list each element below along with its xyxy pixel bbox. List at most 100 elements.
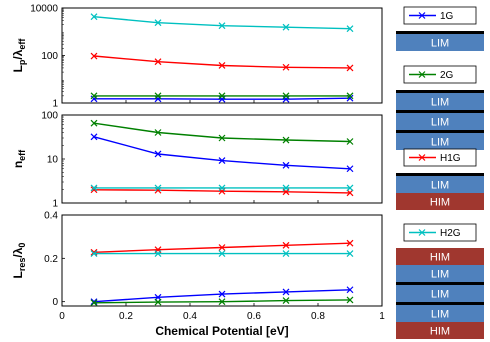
series-2G xyxy=(90,119,354,145)
y-axis-title: Lp/λeff xyxy=(11,38,27,73)
layer-LIM xyxy=(396,93,484,110)
legend-box xyxy=(403,65,477,84)
series-1G xyxy=(90,94,354,103)
data-point-2G xyxy=(154,298,162,306)
layer-label: HIM xyxy=(430,197,450,209)
layer-HIM xyxy=(396,248,484,265)
data-point-2G xyxy=(218,298,226,306)
layer-LIM xyxy=(396,34,484,51)
layer-label: LIM xyxy=(431,97,449,109)
graphene-sheet xyxy=(396,90,484,93)
x-tick-label: 0 xyxy=(59,311,65,322)
data-point-2G xyxy=(90,119,98,127)
data-point-1G xyxy=(154,150,162,158)
legend-box xyxy=(403,223,477,242)
data-point-2G xyxy=(282,92,290,100)
data-point-2G xyxy=(346,296,354,304)
series-1G xyxy=(90,133,354,173)
data-point-H2G xyxy=(218,250,226,257)
y-tick-label: 10000 xyxy=(30,4,58,15)
x-tick-label: 0.8 xyxy=(311,311,325,322)
plot-panel-top: 1 100 10000 Lp/λeff xyxy=(11,4,383,110)
layer-label: HIM xyxy=(430,326,450,338)
structures-area: 1G LIM 2G LIM LIM LIM H1G LIM HIM H2G HIM LIM LIM LIM… xyxy=(396,6,484,339)
y-tick-label: 1 xyxy=(52,99,58,110)
layer-HIM xyxy=(396,193,484,210)
y-tick-label: 100 xyxy=(41,51,58,62)
graphene-sheet xyxy=(396,110,484,113)
y-axis-title: Lres/λ0 xyxy=(11,243,27,279)
layer-label: LIM xyxy=(431,117,449,129)
series-H1G xyxy=(90,239,354,256)
data-point-H1G xyxy=(282,241,290,249)
data-point-H2G xyxy=(282,184,290,192)
data-point-H1G xyxy=(218,62,226,69)
plot-frame xyxy=(61,7,383,104)
data-point-2G xyxy=(346,92,354,100)
data-point-H2G xyxy=(282,250,290,257)
data-point-2G xyxy=(154,92,162,100)
layer-label: HIM xyxy=(430,252,450,264)
graphene-sheet xyxy=(396,282,484,285)
data-point-H2G xyxy=(90,13,98,21)
data-point-H2G xyxy=(154,19,162,27)
layer-LIM xyxy=(396,113,484,130)
layer-LIM xyxy=(396,305,484,322)
legend-box xyxy=(403,148,477,167)
data-point-1G xyxy=(282,288,290,296)
series-2G xyxy=(90,92,354,100)
data-point-1G xyxy=(90,133,98,141)
x-tick-label: 1 xyxy=(379,311,385,322)
data-point-1G xyxy=(90,95,98,103)
structure-1G: 1G LIM xyxy=(396,6,484,51)
data-point-H2G xyxy=(346,250,354,257)
data-point-1G xyxy=(346,165,354,173)
plot-panel-middle: 1 10 100 neff xyxy=(11,111,383,210)
data-point-H1G xyxy=(346,64,354,72)
x-tick-label: 0.6 xyxy=(247,311,261,322)
data-point-H2G xyxy=(90,184,98,192)
series-H2G xyxy=(90,184,354,192)
layer-label: LIM xyxy=(431,309,449,321)
layer-LIM xyxy=(396,265,484,282)
layer-label: LIM xyxy=(431,269,449,281)
y-tick-label: 0 xyxy=(52,297,58,308)
series-1G xyxy=(90,286,354,306)
data-point-1G xyxy=(154,95,162,103)
data-point-2G xyxy=(282,297,290,305)
legend-label: 1G xyxy=(440,11,454,22)
plot-frame xyxy=(61,214,383,307)
data-point-2G xyxy=(90,299,98,307)
x-tick-label: 0.2 xyxy=(119,311,133,322)
data-point-1G xyxy=(90,298,98,306)
x-axis-title: Chemical Potential [eV] xyxy=(155,324,288,338)
graphene-sheet xyxy=(396,302,484,305)
series-2G xyxy=(90,296,354,307)
data-point-H2G xyxy=(90,250,98,257)
y-tick-label: 0.2 xyxy=(44,254,58,265)
legend-label: H1G xyxy=(440,153,461,164)
y-tick-label: 0.4 xyxy=(44,211,58,222)
structure-2G: 2G LIM LIM LIM xyxy=(396,65,484,150)
data-point-H2G xyxy=(218,184,226,192)
legend-label: 2G xyxy=(440,70,454,81)
series-H2G xyxy=(90,13,354,33)
data-point-2G xyxy=(154,129,162,136)
data-point-1G xyxy=(218,290,226,298)
structure-H1G: H1G LIM HIM xyxy=(396,148,484,210)
data-point-2G xyxy=(90,92,98,100)
layer-label: LIM xyxy=(431,289,449,301)
layer-label: LIM xyxy=(431,180,449,192)
data-point-2G xyxy=(218,134,226,142)
data-point-H2G xyxy=(218,22,226,30)
data-point-H2G xyxy=(154,184,162,192)
data-point-H2G xyxy=(154,250,162,257)
data-point-2G xyxy=(218,92,226,100)
series-H1G xyxy=(90,52,354,72)
y-tick-label: 1 xyxy=(52,199,58,210)
data-point-H1G xyxy=(282,63,290,71)
graphene-sheet xyxy=(396,31,484,34)
data-point-H1G xyxy=(154,58,162,66)
